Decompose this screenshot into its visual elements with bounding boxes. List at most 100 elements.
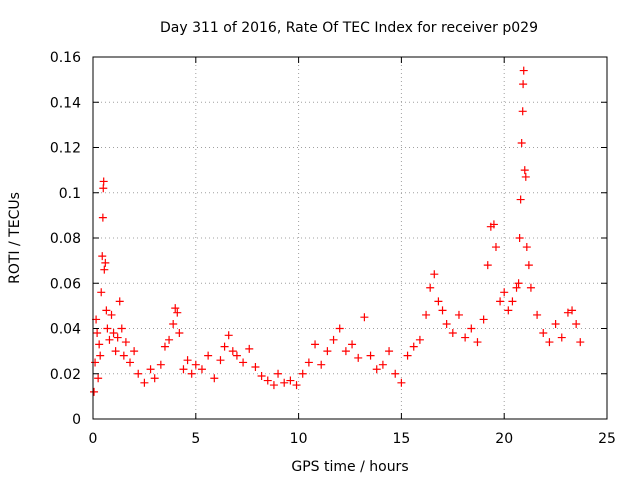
data-point-marker [165, 335, 174, 344]
chart-title: Day 311 of 2016, Rate Of TEC Index for r… [160, 20, 538, 36]
data-point-marker [454, 310, 463, 319]
data-point-marker [160, 342, 169, 351]
data-point-marker [99, 177, 108, 186]
data-point-marker [150, 374, 159, 383]
data-point-marker [173, 308, 182, 317]
data-point-marker [434, 297, 443, 306]
data-point-marker [102, 306, 111, 315]
x-axis-title: GPS time / hours [291, 459, 408, 475]
data-point-marker [100, 265, 109, 274]
data-point-marker [360, 313, 369, 322]
data-point-marker [568, 306, 577, 315]
data-point-marker [107, 310, 116, 319]
data-point-marker [467, 324, 476, 333]
data-point-marker [304, 358, 313, 367]
data-point-marker [109, 329, 118, 338]
data-point-marker [97, 288, 106, 297]
data-point-marker [514, 279, 523, 288]
data-point-marker [216, 356, 225, 365]
data-point-marker [521, 172, 530, 181]
data-point-marker [257, 372, 266, 381]
data-point-marker [539, 329, 548, 338]
data-point-marker [524, 261, 533, 270]
y-tick-label: 0.08 [50, 231, 81, 247]
data-point-marker [473, 338, 482, 347]
data-point-marker [438, 306, 447, 315]
data-point-marker [113, 333, 122, 342]
data-point-marker [134, 369, 143, 378]
data-point-marker [354, 353, 363, 362]
data-point-marker [519, 66, 528, 75]
data-point-marker [557, 333, 566, 342]
y-tick-label: 0 [72, 412, 81, 428]
data-point-marker [175, 329, 184, 338]
data-point-marker [518, 107, 527, 116]
axis-ticks [92, 56, 608, 420]
data-point-marker [515, 234, 524, 242]
data-point-marker [98, 213, 107, 222]
y-tick-label: 0.04 [50, 322, 81, 338]
data-point-marker [101, 258, 110, 267]
data-point-marker [520, 166, 529, 175]
data-point-marker [461, 333, 470, 342]
data-point-marker [372, 365, 381, 374]
data-point-marker [171, 304, 180, 313]
data-point-marker [415, 335, 424, 344]
y-axis-title: ROTI / TECUs [7, 192, 23, 284]
data-point-marker [479, 315, 488, 324]
y-tick-label: 0.1 [59, 186, 81, 202]
data-point-marker [378, 360, 387, 369]
data-point-marker [94, 374, 103, 383]
data-point-marker [187, 369, 196, 378]
data-point-marker [292, 381, 301, 390]
data-point-marker [426, 283, 435, 292]
data-point-marker [98, 252, 107, 261]
data-point-marker [103, 324, 112, 333]
data-point-marker [317, 360, 326, 369]
data-point-marker [115, 297, 124, 306]
data-point-marker [146, 365, 155, 374]
data-point-marker [96, 351, 105, 360]
data-point-marker [442, 319, 451, 328]
data-point-marker [251, 362, 260, 371]
data-point-marker [348, 340, 357, 349]
x-tick-label: 10 [290, 431, 308, 447]
data-point-marker [496, 297, 505, 306]
data-point-marker [329, 335, 338, 344]
data-point-marker [224, 331, 233, 340]
data-point-marker [298, 369, 307, 378]
data-point-marker [519, 80, 528, 89]
y-tick-label: 0.02 [50, 367, 81, 383]
data-point-marker [239, 358, 248, 367]
data-point-marker [572, 319, 581, 328]
data-point-marker [516, 195, 525, 204]
data-point-marker [220, 342, 229, 351]
data-point-marker [191, 360, 200, 369]
x-tick-label: 0 [89, 431, 98, 447]
data-point-marker [489, 220, 498, 229]
data-point-marker [91, 358, 100, 367]
data-point-marker [169, 319, 178, 328]
data-point-marker [500, 288, 509, 297]
data-point-marker [228, 347, 237, 356]
y-tick-label: 0.12 [50, 141, 81, 157]
data-point-marker [111, 347, 120, 356]
y-tick-label: 0.16 [50, 50, 81, 66]
data-point-marker [551, 319, 560, 328]
data-point-marker [269, 381, 278, 390]
data-point-marker [99, 184, 108, 193]
data-point-marker [563, 308, 572, 317]
data-point-marker [93, 329, 102, 338]
data-point-marker [286, 376, 295, 385]
data-point-marker [448, 329, 457, 338]
grid-lines [93, 57, 607, 419]
data-point-marker [366, 351, 375, 360]
data-point-marker [95, 340, 104, 349]
data-point-marker [156, 360, 165, 369]
data-point-marker [504, 306, 513, 315]
data-point-marker [403, 351, 412, 360]
data-point-marker [483, 261, 492, 270]
y-tick-label: 0.06 [50, 276, 81, 292]
data-point-marker [576, 338, 585, 347]
